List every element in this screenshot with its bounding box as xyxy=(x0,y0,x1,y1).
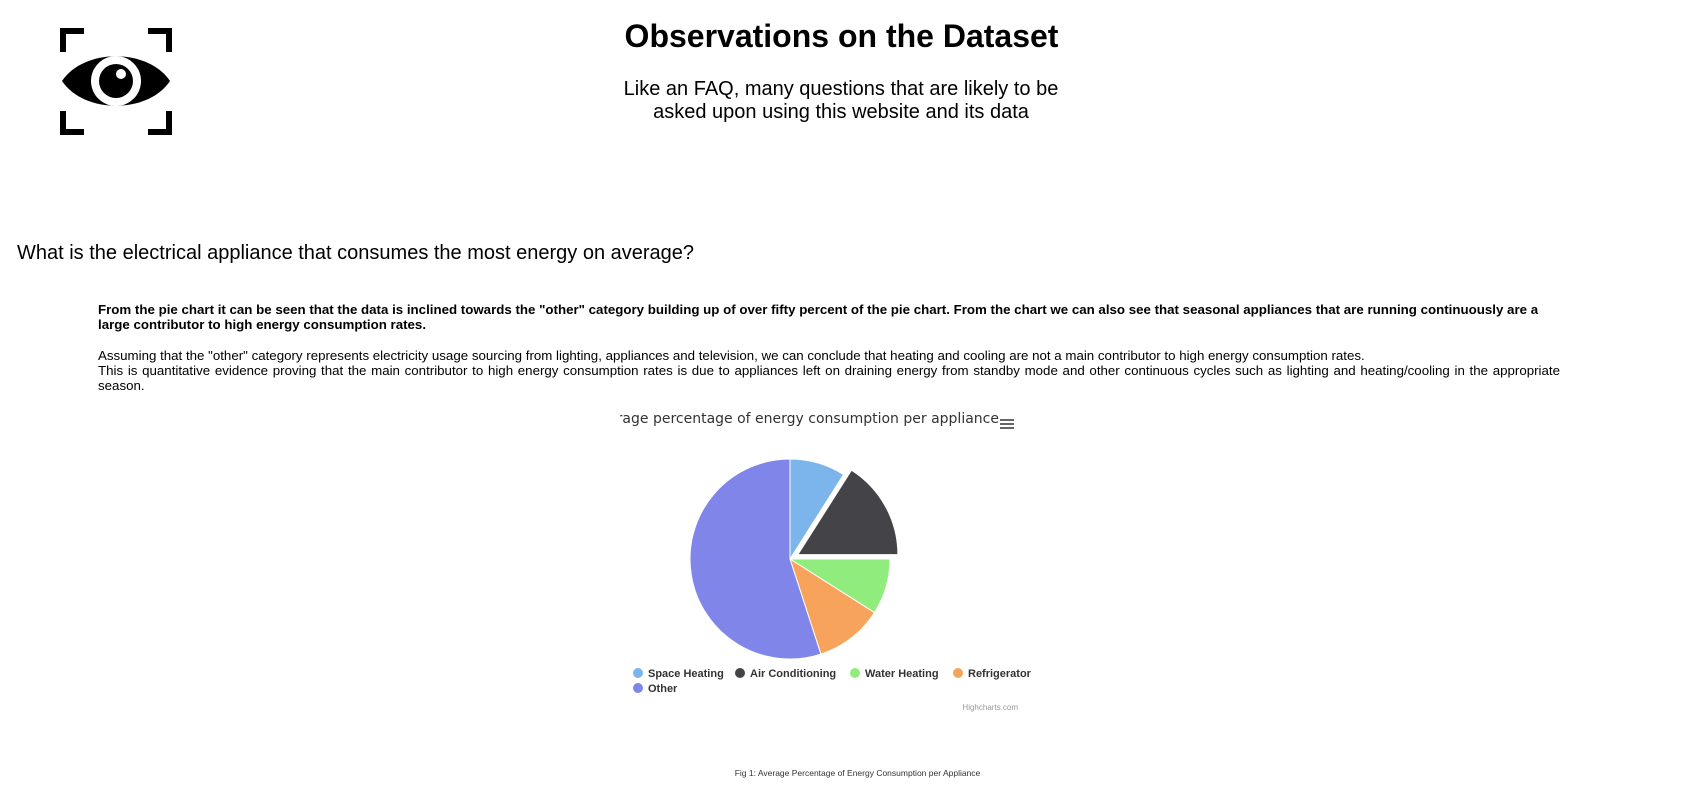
answer-summary: From the pie chart it can be seen that t… xyxy=(98,302,1539,332)
hamburger-menu-icon[interactable] xyxy=(1000,419,1014,429)
legend-item-space-heating[interactable]: Space Heating xyxy=(648,668,724,680)
legend-marker-water-heating[interactable] xyxy=(850,668,860,678)
faq-question: What is the electrical appliance that co… xyxy=(17,242,695,264)
answer-detail-line-2: This is quantitative evidence proving th… xyxy=(98,363,1560,393)
legend-marker-space-heating[interactable] xyxy=(633,668,643,678)
chart-title: Average percentage of energy consumption… xyxy=(620,411,999,427)
eye-scan-icon xyxy=(60,28,172,135)
legend-marker-air-conditioning[interactable] xyxy=(735,668,745,678)
legend-item-air-conditioning[interactable]: Air Conditioning xyxy=(750,668,836,680)
subtitle-line-1: Like an FAQ, many questions that are lik… xyxy=(623,78,1059,100)
page-subtitle: Like an FAQ, many questions that are lik… xyxy=(610,78,1072,124)
chart-credits[interactable]: Highcharts.com xyxy=(962,703,1018,712)
page-title: Observations on the Dataset xyxy=(624,18,1059,54)
pie-chart-svg: Average percentage of energy consumption… xyxy=(620,411,1032,712)
legend-item-other[interactable]: Other xyxy=(648,683,678,695)
legend-marker-other[interactable] xyxy=(633,683,643,693)
answer-detail-line-1: Assuming that the "other" category repre… xyxy=(98,348,1365,363)
answer-detail: Assuming that the "other" category repre… xyxy=(98,348,1560,393)
pie-slice-refrigerator[interactable] xyxy=(789,557,876,655)
legend-item-refrigerator[interactable]: Refrigerator xyxy=(968,668,1032,680)
subtitle-line-2: asked upon using this website and its da… xyxy=(653,101,1029,123)
figure-caption: Fig 1: Average Percentage of Energy Cons… xyxy=(734,768,981,778)
legend-marker-refrigerator[interactable] xyxy=(953,668,963,678)
pie-chart: Average percentage of energy consumption… xyxy=(620,405,1070,735)
pie-slice-other[interactable] xyxy=(689,458,822,660)
legend-item-water-heating[interactable]: Water Heating xyxy=(865,668,939,680)
pie-slice-air-conditioning[interactable] xyxy=(796,469,899,556)
